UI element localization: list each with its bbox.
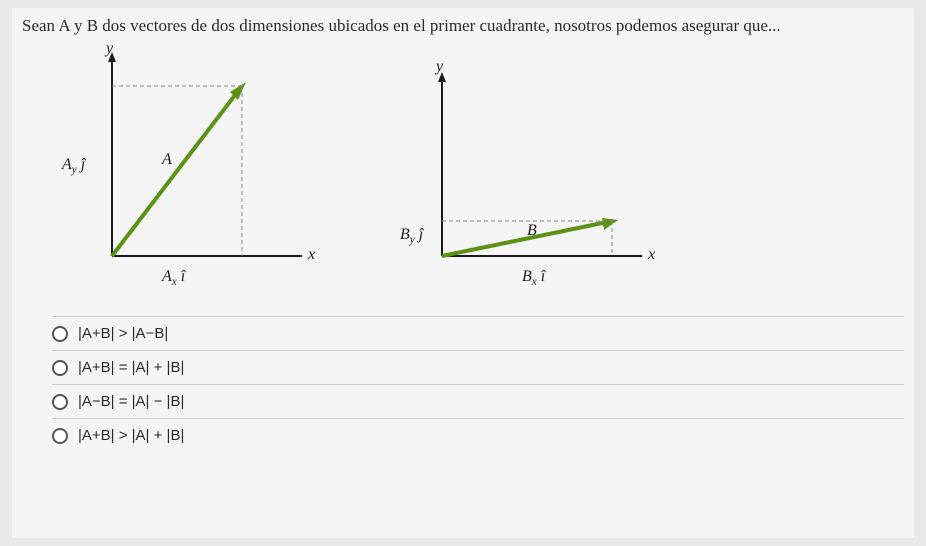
- option-text: |A−B| = |A| − |B|: [78, 393, 184, 410]
- diagram-b: y x By ĵ Bx î B⃗: [402, 46, 662, 306]
- radio-icon[interactable]: [52, 326, 68, 342]
- diagram-a-vector-label: A⃗: [162, 151, 184, 169]
- option-row[interactable]: |A−B| = |A| − |B|: [52, 385, 904, 419]
- option-text: |A+B| = |A| + |B|: [78, 359, 184, 376]
- option-row[interactable]: |A+B| = |A| + |B|: [52, 351, 904, 385]
- diagram-b-vector-label: B⃗: [527, 222, 549, 240]
- option-text: |A+B| > |A−B|: [78, 325, 168, 342]
- radio-icon[interactable]: [52, 360, 68, 376]
- option-text: |A+B| > |A| + |B|: [78, 427, 184, 444]
- diagram-b-y-label: y: [436, 58, 443, 76]
- radio-icon[interactable]: [52, 394, 68, 410]
- diagram-b-svg: [402, 46, 662, 276]
- options-list: |A+B| > |A−B| |A+B| = |A| + |B| |A−B| = …: [22, 316, 904, 452]
- option-row[interactable]: |A+B| > |A−B|: [52, 316, 904, 351]
- diagram-a-ay-label: Ay ĵ: [62, 156, 85, 176]
- question-text: Sean A y B dos vectores de dos dimension…: [22, 16, 904, 36]
- diagram-b-by-label: By ĵ: [400, 226, 423, 246]
- diagram-a-ax-label: Ax î: [162, 268, 185, 288]
- diagram-a-x-label: x: [308, 246, 315, 264]
- diagram-container: y x Ay ĵ Ax î A⃗ y x By ĵ: [22, 46, 904, 306]
- diagram-b-x-label: x: [648, 246, 655, 264]
- diagram-a: y x Ay ĵ Ax î A⃗: [62, 46, 322, 306]
- diagram-a-y-label: y: [106, 40, 113, 58]
- diagram-a-svg: [62, 46, 322, 276]
- diagram-b-bx-label: Bx î: [522, 268, 545, 288]
- option-row[interactable]: |A+B| > |A| + |B|: [52, 419, 904, 452]
- radio-icon[interactable]: [52, 428, 68, 444]
